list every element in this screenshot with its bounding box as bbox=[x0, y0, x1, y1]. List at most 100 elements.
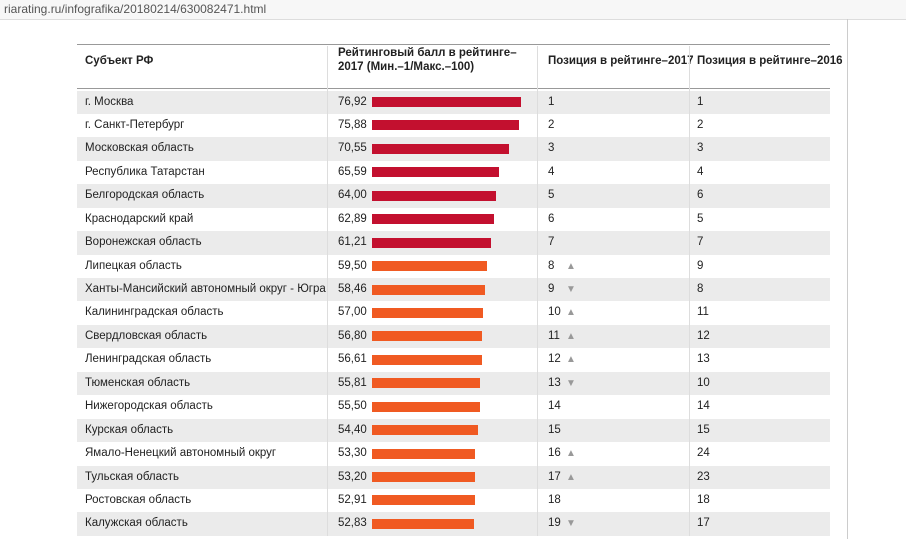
position-2017: 15 bbox=[548, 423, 561, 436]
page-border bbox=[847, 19, 848, 539]
header: Рейтинговый балл в рейтинге–2017 (Мин.–1… bbox=[338, 47, 517, 73]
bar bbox=[372, 143, 509, 154]
region: Калужская область bbox=[85, 517, 188, 530]
position-2017: 1 bbox=[548, 95, 555, 108]
bar bbox=[372, 401, 480, 412]
url[interactable]: riarating.ru/infografika/20180214/630082… bbox=[4, 2, 267, 16]
region: Ростовская область bbox=[85, 493, 192, 506]
position-2017: 7 bbox=[548, 236, 555, 249]
bar bbox=[372, 331, 483, 342]
position-2016: 2 bbox=[697, 118, 704, 131]
score: 53,20 bbox=[338, 470, 367, 483]
bar bbox=[372, 261, 488, 272]
change-arrow: ▲ bbox=[566, 260, 576, 272]
change-arrow: ▲ bbox=[566, 330, 576, 342]
score: 54,40 bbox=[338, 423, 367, 436]
region: Тульская область bbox=[85, 470, 180, 483]
position-2016: 3 bbox=[697, 142, 704, 155]
position-2017: 6 bbox=[548, 212, 555, 225]
change-arrow: ▲ bbox=[566, 448, 576, 460]
region: Калининградская область bbox=[85, 306, 224, 319]
bar bbox=[372, 284, 486, 295]
change-arrow: ▼ bbox=[566, 518, 576, 530]
address-bar[interactable] bbox=[0, 0, 906, 20]
bar bbox=[372, 214, 494, 225]
bar bbox=[372, 495, 475, 506]
position-2016: 11 bbox=[697, 306, 709, 319]
position-2017: 3 bbox=[548, 142, 555, 155]
score: 55,81 bbox=[338, 376, 367, 389]
position-2016: 18 bbox=[697, 493, 710, 506]
bar bbox=[372, 97, 522, 107]
position-2016: 7 bbox=[697, 236, 704, 249]
change-arrow: ▼ bbox=[566, 284, 576, 296]
column-divider bbox=[537, 46, 538, 536]
bar bbox=[372, 120, 520, 131]
score: 70,55 bbox=[338, 142, 367, 155]
region: г. Москва bbox=[85, 95, 134, 108]
score: 59,50 bbox=[338, 259, 367, 272]
region: Московская область bbox=[85, 142, 194, 155]
position-2017: 4 bbox=[548, 165, 555, 178]
position-2016: 23 bbox=[697, 470, 710, 483]
header: Позиция в рейтинге–2016 bbox=[697, 55, 843, 67]
region: Ленинградская область bbox=[85, 353, 212, 366]
position-2016: 15 bbox=[697, 423, 710, 436]
bar bbox=[372, 167, 500, 178]
change-arrow: ▼ bbox=[566, 377, 576, 389]
score: 64,00 bbox=[338, 189, 367, 202]
score: 75,88 bbox=[338, 118, 367, 131]
position-2017: 10 bbox=[548, 306, 561, 319]
region: Ханты-Мансийский автономный округ - Югра bbox=[85, 283, 326, 296]
bar bbox=[372, 378, 481, 389]
bar bbox=[372, 190, 497, 201]
position-2016: 14 bbox=[697, 400, 710, 413]
table-top bbox=[77, 44, 830, 45]
position-2017: 11 bbox=[548, 329, 560, 342]
score: 76,92 bbox=[338, 95, 367, 108]
score: 62,89 bbox=[338, 212, 367, 225]
bar bbox=[372, 518, 475, 529]
score: 52,91 bbox=[338, 493, 367, 506]
bar bbox=[372, 472, 476, 483]
bar bbox=[372, 307, 483, 318]
region: Курская область bbox=[85, 423, 174, 436]
position-2017: 9 bbox=[548, 283, 555, 296]
header-rule bbox=[77, 88, 830, 89]
bar bbox=[372, 448, 476, 459]
score: 56,61 bbox=[338, 353, 367, 366]
score: 61,21 bbox=[338, 236, 367, 249]
header: Субъект РФ bbox=[85, 55, 154, 67]
header: Позиция в рейтинге–2017 bbox=[548, 55, 694, 67]
region: Ямало-Ненецкий автономный округ bbox=[85, 447, 277, 460]
position-2016: 8 bbox=[697, 283, 704, 296]
position-2017: 16 bbox=[548, 447, 561, 460]
change-arrow: ▲ bbox=[566, 471, 576, 483]
region: Свердловская область bbox=[85, 329, 208, 342]
score: 56,80 bbox=[338, 329, 367, 342]
position-2016: 13 bbox=[697, 353, 710, 366]
position-2016: 24 bbox=[697, 447, 710, 460]
change-arrow: ▲ bbox=[566, 354, 576, 366]
bar bbox=[372, 237, 491, 248]
region: Белгородская область bbox=[85, 189, 205, 202]
region: Тюменская область bbox=[85, 376, 191, 389]
position-2016: 10 bbox=[697, 376, 710, 389]
bar bbox=[372, 425, 478, 436]
position-2017: 5 bbox=[548, 189, 555, 202]
position-2016: 17 bbox=[697, 517, 710, 530]
position-2017: 13 bbox=[548, 376, 561, 389]
position-2016: 1 bbox=[697, 95, 704, 108]
column-divider bbox=[689, 46, 690, 536]
score: 53,30 bbox=[338, 447, 367, 460]
position-2017: 17 bbox=[548, 470, 561, 483]
position-2016: 9 bbox=[697, 259, 704, 272]
position-2016: 12 bbox=[697, 329, 710, 342]
bar bbox=[372, 354, 482, 365]
position-2016: 4 bbox=[697, 165, 704, 178]
score: 57,00 bbox=[338, 306, 367, 319]
position-2016: 5 bbox=[697, 212, 704, 225]
position-2017: 18 bbox=[548, 493, 561, 506]
score: 55,50 bbox=[338, 400, 367, 413]
